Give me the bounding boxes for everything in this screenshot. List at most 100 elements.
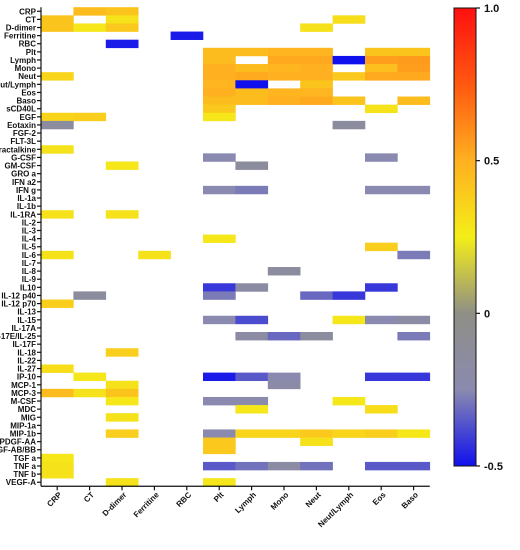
- heatmap-cell: [73, 388, 107, 398]
- heatmap-cell: [203, 96, 236, 105]
- row-label: Neut/Lymph: [0, 80, 36, 89]
- heatmap-cell: [300, 80, 333, 89]
- row-label: EGF: [20, 113, 37, 122]
- heatmap-cell: [397, 315, 431, 325]
- row-label: M-CSF: [11, 397, 36, 406]
- row-label: TNF b: [13, 470, 36, 479]
- heatmap-cell: [170, 31, 204, 40]
- heatmap-cell: [267, 96, 301, 105]
- column-label: Ferritine: [132, 490, 161, 519]
- heatmap-cell: [397, 185, 431, 195]
- heatmap-cell: [365, 461, 398, 471]
- heatmap-cell: [73, 23, 107, 32]
- heatmap-cell: [397, 64, 431, 73]
- row-label: VEGF-A: [6, 478, 36, 487]
- heatmap-cell: [105, 348, 139, 357]
- heatmap-cell: [267, 64, 301, 73]
- row-label: IL-12 p40: [1, 291, 36, 300]
- heatmap-cell: [332, 429, 366, 438]
- row-label: sCD40L: [6, 105, 36, 114]
- heatmap-cell: [235, 80, 269, 89]
- heatmap-cell: [41, 23, 74, 32]
- heatmap-cell: [235, 64, 269, 73]
- heatmap-cell: [332, 291, 366, 300]
- heatmap-cell: [73, 291, 107, 300]
- column-label: D-dimer: [101, 490, 129, 518]
- heatmap-cell: [300, 64, 333, 73]
- heatmap-cell: [365, 372, 398, 382]
- row-label: Eos: [21, 88, 36, 97]
- heatmap-cell: [332, 15, 366, 24]
- row-label: IL-1b: [17, 202, 36, 211]
- heatmap-cell: [300, 23, 333, 32]
- heatmap-cells: [41, 7, 431, 487]
- row-label: IP-10: [17, 373, 37, 382]
- heatmap-cell: [235, 96, 269, 105]
- heatmap-cell: [203, 396, 236, 406]
- heatmap-cell: [235, 396, 269, 406]
- heatmap-cell: [41, 72, 74, 81]
- colorbar: 1.0 0.5 0 -0.5: [453, 3, 503, 473]
- heatmap-cell: [203, 64, 236, 73]
- heatmap-cell: [203, 88, 236, 97]
- row-label: IL10: [20, 283, 37, 292]
- heatmap-cell: [41, 145, 74, 154]
- heatmap-cell: [332, 120, 366, 130]
- heatmap-cell: [267, 47, 301, 57]
- heatmap-cell: [332, 55, 366, 65]
- heatmap-cell: [235, 88, 269, 97]
- heatmap-cell: [203, 112, 236, 122]
- row-label: IL-12 p70: [1, 300, 36, 309]
- heatmap-cell: [105, 396, 139, 406]
- row-label: G-CSF: [11, 153, 36, 162]
- heatmap-cell: [105, 15, 139, 24]
- heatmap-cell: [300, 429, 333, 438]
- heatmap-cell: [105, 23, 139, 32]
- column-label: Mono: [269, 490, 291, 512]
- heatmap-cell: [203, 104, 236, 114]
- row-label: IL-5: [22, 243, 37, 252]
- column-label: Lymph: [233, 490, 258, 515]
- heatmap-cell: [397, 461, 431, 471]
- row-label: IL-8: [22, 267, 37, 276]
- heatmap-cell: [41, 15, 74, 24]
- heatmap-cell: [300, 96, 333, 105]
- heatmap-cell: [332, 315, 366, 325]
- heatmap-cell: [267, 372, 301, 382]
- heatmap-cell: [105, 429, 139, 438]
- row-label: GM-CSF: [4, 162, 36, 171]
- row-label: FLT-3L: [10, 137, 36, 146]
- row-label: IL-9: [22, 275, 37, 284]
- heatmap-cell: [267, 380, 301, 390]
- heatmap-cell: [203, 72, 236, 81]
- heatmap-cell: [300, 47, 333, 57]
- heatmap-cell: [365, 429, 398, 438]
- row-label: IL-17A: [12, 324, 37, 333]
- row-label: Lymph: [10, 56, 36, 65]
- heatmap-cell: [203, 315, 236, 325]
- heatmap-cell: [365, 405, 398, 414]
- heatmap-cell: [41, 470, 74, 479]
- row-label: Eotaxin: [7, 121, 36, 130]
- heatmap-cell: [235, 161, 269, 170]
- colorbar-tick-label: -0.5: [484, 461, 503, 473]
- colorbar-tick-label: 1.0: [484, 3, 499, 15]
- row-label: PDGF-AB/BB: [0, 446, 36, 455]
- heatmap-cell: [41, 453, 74, 463]
- heatmap-cell: [397, 47, 431, 57]
- heatmap-cell: [203, 445, 236, 455]
- heatmap-cell: [41, 364, 74, 373]
- heatmap-cell: [203, 234, 236, 243]
- row-label: IL-18: [17, 348, 36, 357]
- heatmap-cell: [105, 413, 139, 422]
- row-label: GRO a: [11, 170, 36, 179]
- heatmap-cell: [73, 372, 107, 382]
- heatmap-cell: [41, 250, 74, 260]
- heatmap-cell: [203, 283, 236, 292]
- heatmap-cell: [267, 461, 301, 471]
- heatmap-cell: [332, 396, 366, 406]
- row-label: MIP-1b: [10, 430, 36, 439]
- row-label: Mono: [15, 64, 36, 73]
- heatmap-cell: [41, 388, 74, 398]
